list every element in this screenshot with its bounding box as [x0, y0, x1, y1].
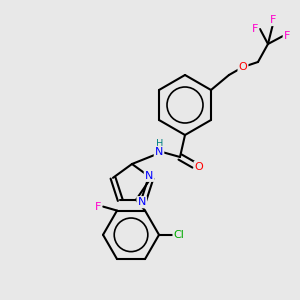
Text: Cl: Cl — [174, 230, 184, 240]
Text: N: N — [145, 171, 153, 181]
Text: F: F — [284, 31, 290, 41]
Text: H: H — [156, 139, 164, 149]
Text: N: N — [155, 147, 163, 157]
Text: F: F — [252, 24, 258, 34]
Text: F: F — [270, 15, 276, 25]
Text: O: O — [238, 62, 247, 72]
Text: N: N — [138, 197, 146, 207]
Text: O: O — [195, 162, 203, 172]
Text: F: F — [95, 202, 101, 212]
